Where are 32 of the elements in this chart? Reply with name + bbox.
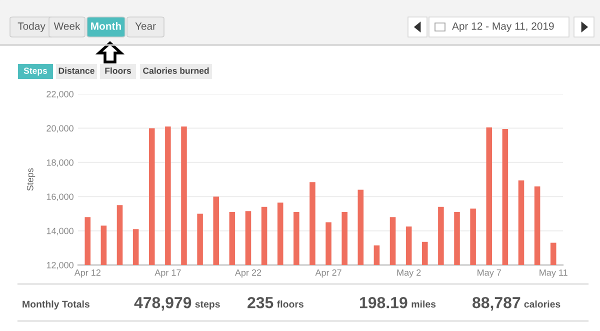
x-tick-label: Apr 22	[234, 269, 262, 278]
text: Today	[18, 22, 46, 32]
text: Year	[135, 22, 156, 30]
y-tick-label: 18,000	[46, 159, 74, 167]
text: Month	[91, 22, 121, 30]
text: miles	[412, 300, 436, 308]
x-tick-label: Apr 12	[74, 269, 100, 278]
text: Week	[54, 22, 80, 30]
x-tick-label: May 2	[397, 269, 421, 278]
y-axis-title: Steps	[26, 168, 36, 191]
text: floors	[277, 300, 304, 308]
text: 88,787	[472, 296, 520, 311]
text: Calories burned	[143, 67, 209, 74]
text: 478,979	[134, 296, 192, 311]
text: Steps	[24, 68, 48, 76]
text: calories	[524, 300, 560, 308]
text: steps	[195, 301, 220, 310]
x-tick-label: May 11	[540, 270, 568, 278]
text: 198.19	[360, 296, 408, 308]
text: 235	[248, 296, 274, 308]
y-tick-label: 16,000	[46, 194, 74, 202]
text: Floors	[105, 67, 132, 74]
x-tick-label: Apr 27	[315, 269, 342, 278]
y-tick-label: 12,000	[46, 262, 74, 270]
y-tick-label: 22,000	[46, 90, 74, 98]
text: Distance	[58, 67, 94, 74]
y-tick-label: 20,000	[46, 125, 74, 133]
text: Apr 12 - May 11, 2019	[452, 22, 554, 32]
text: Monthly Totals	[22, 300, 90, 310]
x-tick-label: Apr 17	[154, 270, 181, 278]
y-tick-label: 14,000	[46, 228, 74, 236]
x-tick-label: May 7	[478, 270, 501, 278]
